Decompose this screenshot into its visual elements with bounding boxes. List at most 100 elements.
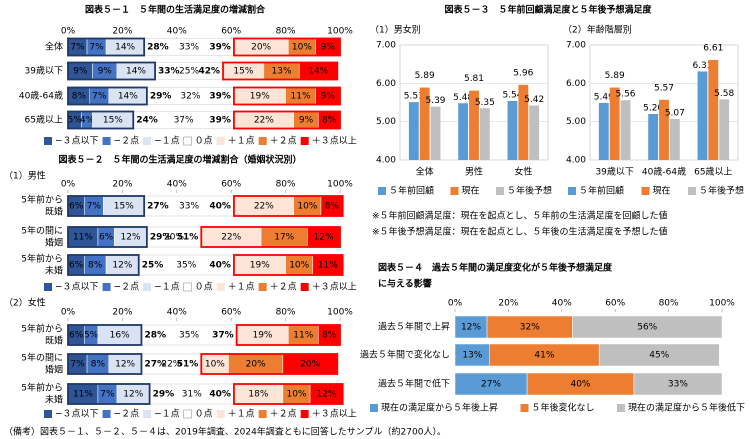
x-tick-label: 80% xyxy=(659,299,679,309)
x-tick-label: 20% xyxy=(498,299,518,309)
data-label: 7% xyxy=(100,390,115,400)
data-label: 33% xyxy=(179,202,199,212)
negative-group-outline xyxy=(67,383,151,405)
x-tick-label: 80% xyxy=(276,180,296,190)
legend-label: −２点 xyxy=(114,282,140,293)
data-label: 7% xyxy=(70,360,85,370)
data-label: 15% xyxy=(114,202,134,212)
positive-total-label: 51% xyxy=(177,233,199,243)
bar xyxy=(529,105,540,160)
note: ※５年後予想満足度：現在を起点とし、５年後の生活満足度を予想した値 xyxy=(372,226,668,238)
positive-group-outline xyxy=(200,353,339,375)
legend-label: ＋２点 xyxy=(270,136,297,147)
legend-label: ＋１点 xyxy=(228,136,255,147)
footer: （備考）図表５－１、５－２、５－４は、2019年調査、2024年調査ともに回答し… xyxy=(4,426,446,438)
legend-label: ＋３点以上 xyxy=(312,282,357,293)
legend-swatch xyxy=(216,410,225,418)
legend-label: ＋３点以上 xyxy=(312,136,357,147)
legend-swatch xyxy=(378,187,386,195)
legend-label: 現在の満足度から５年後上昇 xyxy=(381,402,498,414)
category-label: 過去５年間で低下 xyxy=(378,378,450,390)
positive-total-label: 51% xyxy=(177,360,199,370)
data-label: 5.57 xyxy=(654,83,674,93)
data-label: 4% xyxy=(80,116,95,126)
category-label: 既婚 xyxy=(45,206,63,218)
x-tick-label: 100% xyxy=(327,180,353,190)
legend-swatch xyxy=(183,136,192,146)
positive-group-outline xyxy=(200,226,341,248)
legend-label: ５年後予想 xyxy=(507,185,552,197)
chart-title: 図表５－１ ５年間の生活満足度の増減割合 xyxy=(85,4,266,16)
data-label: 9% xyxy=(321,43,336,53)
data-label: 5.89 xyxy=(605,71,625,81)
bar xyxy=(648,114,659,160)
legend-label: −３点以下 xyxy=(55,409,99,420)
category-label: 39歳以下 xyxy=(25,65,63,77)
bar xyxy=(609,87,620,160)
legend-swatch xyxy=(300,283,309,291)
data-label: 32% xyxy=(180,92,200,102)
bar-segment xyxy=(633,372,723,396)
data-label: 5.42 xyxy=(524,95,544,105)
negative-total-label: 27% xyxy=(144,360,166,370)
bar xyxy=(507,100,518,160)
data-label: 8% xyxy=(91,360,106,370)
data-label: 5.39 xyxy=(425,96,445,106)
data-label: 15% xyxy=(103,116,123,126)
negative-group-outline xyxy=(67,254,140,276)
bar xyxy=(458,103,469,160)
x-tick-label: 40% xyxy=(167,27,187,37)
positive-group-outline xyxy=(233,254,344,276)
legend-label: ＋２点 xyxy=(270,409,297,420)
negative-total-label: 28% xyxy=(144,331,166,341)
data-label: 12% xyxy=(314,233,334,243)
bar xyxy=(708,59,719,161)
data-label: 12% xyxy=(123,390,143,400)
category-label: 40歳-64歳 xyxy=(19,90,63,102)
legend-label: 現在 xyxy=(461,185,479,197)
legend-swatch xyxy=(495,187,504,195)
x-tick-label: 100% xyxy=(327,308,353,318)
category-label: 65歳以上 xyxy=(25,114,63,126)
data-label: 5.89 xyxy=(415,71,435,81)
positive-total-label: 40% xyxy=(209,390,231,400)
x-tick-label: 20% xyxy=(112,308,132,318)
positive-group-outline xyxy=(233,86,341,106)
category-label: 婚姻 xyxy=(45,364,63,376)
data-label: 8% xyxy=(72,92,87,102)
x-tick-label: 40% xyxy=(167,180,187,190)
data-label: 20% xyxy=(300,360,320,370)
data-label: 5.81 xyxy=(464,74,484,84)
data-label: 11% xyxy=(293,331,313,341)
data-label: 18% xyxy=(248,390,268,400)
negative-total-label: 27% xyxy=(147,202,169,212)
x-tick-label: 100% xyxy=(709,299,735,309)
negative-group-outline xyxy=(67,61,156,81)
x-tick-label: 20% xyxy=(112,27,132,37)
data-label: 14% xyxy=(126,67,146,77)
y-tick-label: 4.00 xyxy=(376,156,396,166)
chart-subtitle: （2）女性 xyxy=(4,297,46,309)
data-label: 11% xyxy=(291,92,311,102)
legend-label: −３点以下 xyxy=(55,136,99,147)
positive-total-label: 39% xyxy=(209,92,231,102)
legend-label: ＋１点 xyxy=(228,282,255,293)
x-tick-label: 60% xyxy=(221,308,241,318)
legend-swatch xyxy=(370,404,378,412)
negative-total-label: 29% xyxy=(150,92,172,102)
y-tick-label: 4.00 xyxy=(566,156,586,166)
data-label: 5.54 xyxy=(502,90,522,100)
data-label: 56% xyxy=(637,323,657,333)
category-label: 5年前から xyxy=(21,323,63,335)
positive-group-outline xyxy=(235,324,341,346)
legend-label: ０点 xyxy=(195,136,213,147)
x-tick-label: 0% xyxy=(61,308,76,318)
data-label: 12% xyxy=(112,261,132,271)
x-tick-label: 60% xyxy=(221,180,241,190)
data-label: 12% xyxy=(461,323,481,333)
data-label: 5.56 xyxy=(615,90,635,100)
x-tick-label: 40% xyxy=(552,299,572,309)
data-label: 33% xyxy=(179,43,199,53)
data-label: 14% xyxy=(308,67,328,77)
